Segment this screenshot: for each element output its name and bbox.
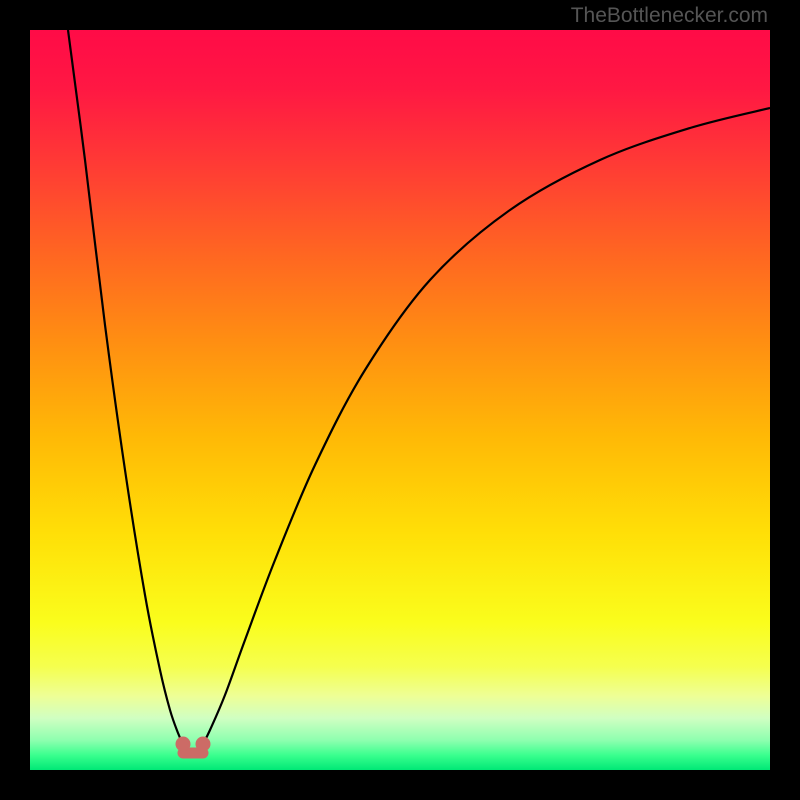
watermark-text: TheBottlenecker.com [571, 4, 768, 28]
marker-left [176, 737, 191, 752]
plot-area [30, 30, 770, 770]
curve-overlay [30, 30, 770, 770]
curve-right-branch [203, 108, 770, 744]
curve-left-branch [68, 30, 183, 744]
marker-right [196, 737, 211, 752]
chart-frame: TheBottlenecker.com [0, 0, 800, 800]
